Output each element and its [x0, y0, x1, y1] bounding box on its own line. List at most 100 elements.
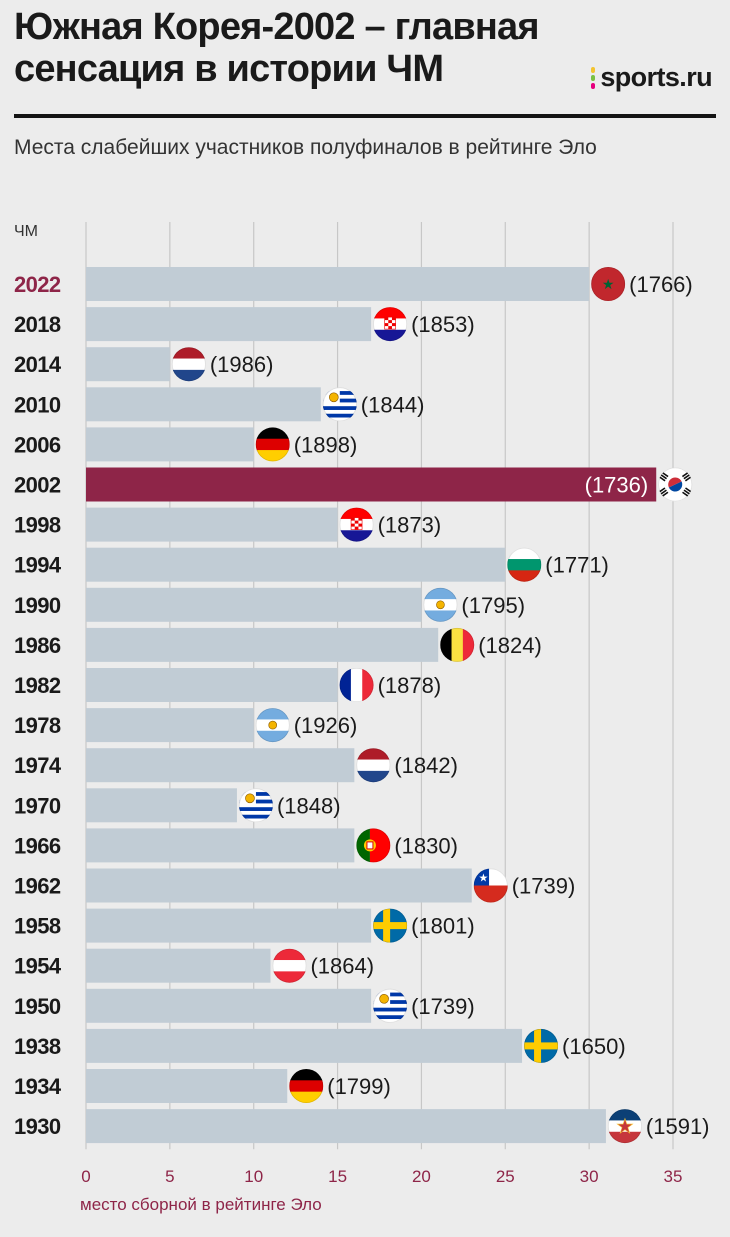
svg-text:★: ★	[616, 1114, 634, 1138]
x-axis-title: место сборной в рейтинге Эло	[80, 1195, 322, 1214]
sports-ru-logo[interactable]: sports.ru	[591, 62, 713, 93]
bar	[86, 267, 590, 301]
bar-row: 1974 (1842)	[14, 748, 458, 783]
chart-subtitle: Места слабейших участников полуфиналов в…	[14, 136, 597, 159]
year-label: 1950	[14, 994, 61, 1019]
x-tick-label: 20	[412, 1167, 431, 1186]
bar-row: 1938 (1650)	[14, 1028, 626, 1063]
title-line-1: Южная Корея-2002 – главная	[14, 6, 540, 48]
title-line-2: сенсация в истории ЧМ	[14, 48, 444, 90]
bar	[86, 828, 355, 863]
x-tick-label: 25	[496, 1167, 515, 1186]
bar	[86, 708, 254, 743]
year-label: 2014	[14, 352, 62, 377]
bar-row: 1978 (1926)	[14, 708, 357, 743]
elo-label: (1739)	[411, 994, 475, 1019]
bar	[86, 1028, 523, 1063]
bars: 2022 ★ (1766) 2018 (1853) 2014 (1986) 2010 (1844…	[14, 266, 710, 1144]
uruguay-flag-icon	[373, 988, 408, 1023]
elo-label: (1824)	[478, 633, 542, 658]
elo-label: (1873)	[378, 513, 442, 538]
bar-row: 1930 ★ (1591)	[14, 1109, 710, 1144]
germany-flag-icon	[255, 427, 290, 462]
title-divider	[14, 114, 716, 118]
year-label: 1998	[14, 513, 61, 538]
elo-label: (1739)	[512, 874, 576, 899]
morocco-flag-icon: ★	[591, 266, 626, 301]
elo-label: (1591)	[646, 1114, 710, 1139]
bar	[86, 1109, 606, 1144]
bar	[86, 547, 506, 582]
elo-label: (1848)	[277, 793, 341, 818]
logo-dot-green	[591, 74, 596, 81]
bar	[86, 467, 657, 502]
x-tick-label: 10	[244, 1167, 263, 1186]
bar	[86, 748, 355, 783]
year-label: 2022	[14, 272, 61, 297]
elo-label: (1766)	[629, 272, 693, 297]
svg-text:★: ★	[478, 872, 488, 885]
croatia-flag-icon	[339, 507, 374, 542]
x-tick-label: 35	[664, 1167, 683, 1186]
elo-label: (1986)	[210, 352, 274, 377]
bar-row: 2010 (1844)	[14, 387, 424, 422]
x-axis-ticks: 0 5 10 15 20 25 30 35	[81, 1167, 682, 1186]
year-label: 1994	[14, 553, 62, 578]
bar-row: 2022 ★ (1766)	[14, 266, 693, 301]
y-axis-title: ЧМ	[14, 223, 38, 240]
year-label: 1990	[14, 593, 61, 618]
bar-row: 1990 (1795)	[14, 587, 525, 622]
netherlands-flag-icon	[171, 347, 206, 382]
bar	[86, 587, 422, 622]
elo-label: (1795)	[461, 593, 525, 618]
year-label: 2010	[14, 392, 61, 417]
bar-row: 1954 (1864)	[14, 948, 374, 983]
logo-text: sports.ru	[600, 62, 712, 92]
x-tick-label: 15	[328, 1167, 347, 1186]
uruguay-flag-icon	[322, 387, 357, 422]
austria-flag-icon	[272, 948, 307, 983]
bar-row: 1986 (1824)	[14, 627, 542, 662]
x-tick-label: 0	[81, 1167, 90, 1186]
elo-label: (1801)	[411, 914, 475, 939]
elo-label: (1736)	[585, 473, 649, 498]
elo-label: (1864)	[310, 954, 374, 979]
south-korea-flag-icon	[658, 467, 693, 502]
logo-dot-yellow	[591, 66, 596, 73]
bar	[86, 307, 372, 342]
elo-label: (1878)	[378, 673, 442, 698]
netherlands-flag-icon	[356, 748, 391, 783]
belgium-flag-icon	[440, 627, 475, 662]
bar-row: 1994 (1771)	[14, 547, 609, 582]
bar	[86, 1069, 288, 1103]
bar-row: 1958 (1801)	[14, 908, 475, 943]
bar	[86, 788, 237, 823]
bar-row: 1962 ★ (1739)	[14, 868, 576, 903]
argentina-flag-icon	[423, 587, 458, 622]
bar	[86, 507, 338, 542]
x-tick-label: 5	[165, 1167, 174, 1186]
bar-row: 2018 (1853)	[14, 307, 475, 342]
year-label: 1930	[14, 1114, 61, 1139]
chart-title: Южная Корея-2002 – главная сенсация в ис…	[14, 6, 574, 90]
year-label: 1954	[14, 954, 62, 979]
year-label: 1978	[14, 713, 61, 738]
bar	[86, 347, 170, 382]
bar	[86, 387, 321, 422]
sweden-flag-icon	[524, 1028, 559, 1063]
portugal-flag-icon	[356, 828, 391, 863]
uruguay-flag-icon	[238, 788, 273, 823]
bar-row: 1950 (1739)	[14, 988, 475, 1023]
argentina-flag-icon	[255, 708, 290, 743]
year-label: 1974	[14, 753, 62, 778]
bar-row: 2006 (1898)	[14, 427, 357, 462]
bar	[86, 868, 472, 903]
france-flag-icon	[339, 668, 374, 703]
elo-label: (1830)	[394, 833, 458, 858]
svg-text:★: ★	[602, 277, 615, 293]
elo-label: (1799)	[327, 1074, 391, 1099]
x-tick-label: 30	[580, 1167, 599, 1186]
bar	[86, 668, 338, 702]
bulgaria-flag-icon	[507, 547, 542, 582]
